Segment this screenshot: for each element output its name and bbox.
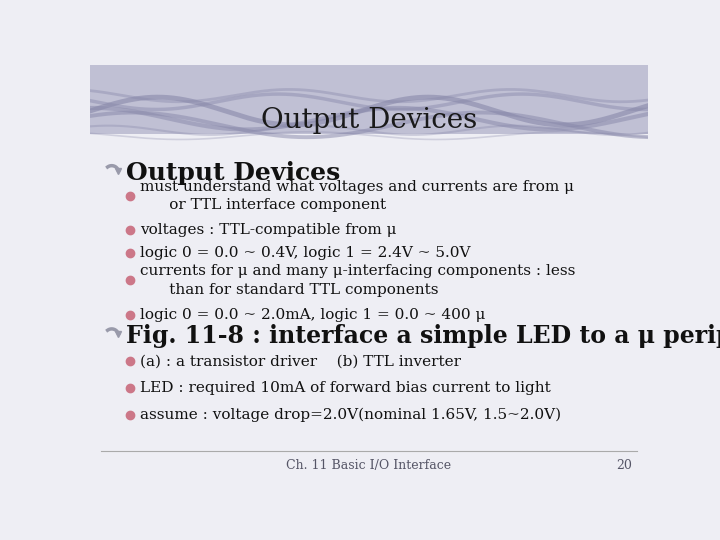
Text: LED : required 10mA of forward bias current to light: LED : required 10mA of forward bias curr… [140,381,551,395]
Text: Output Devices: Output Devices [126,160,340,185]
Text: currents for μ and many μ-interfacing components : less
      than for standard : currents for μ and many μ-interfacing co… [140,264,576,296]
Text: logic 0 = 0.0 ~ 2.0mA, logic 1 = 0.0 ~ 400 μ: logic 0 = 0.0 ~ 2.0mA, logic 1 = 0.0 ~ 4… [140,308,486,322]
Text: Output Devices: Output Devices [261,107,477,134]
Bar [90,65,648,134]
Text: Ch. 11 Basic I/O Interface: Ch. 11 Basic I/O Interface [287,458,451,472]
Text: must understand what voltages and currents are from μ
      or TTL interface com: must understand what voltages and curren… [140,179,575,212]
Text: 20: 20 [616,458,632,472]
Text: assume : voltage drop=2.0V(nominal 1.65V, 1.5~2.0V): assume : voltage drop=2.0V(nominal 1.65V… [140,408,562,422]
Text: Fig. 11-8 : interface a simple LED to a μ peripheral pin: Fig. 11-8 : interface a simple LED to a … [126,324,720,348]
Text: (a) : a transistor driver    (b) TTL inverter: (a) : a transistor driver (b) TTL invert… [140,354,462,368]
Text: logic 0 = 0.0 ~ 0.4V, logic 1 = 2.4V ~ 5.0V: logic 0 = 0.0 ~ 0.4V, logic 1 = 2.4V ~ 5… [140,246,471,260]
Text: voltages : TTL-compatible from μ: voltages : TTL-compatible from μ [140,224,397,238]
